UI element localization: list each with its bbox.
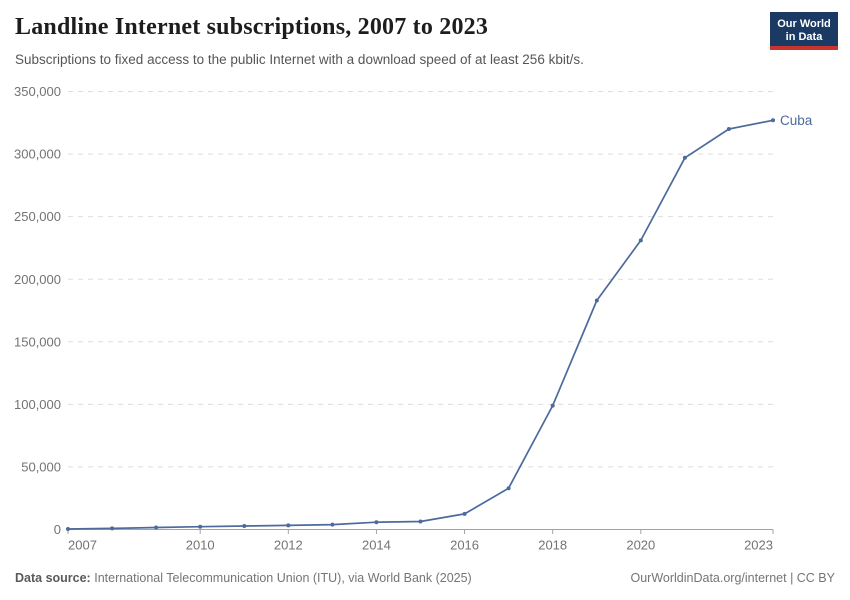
data-point-2009[interactable] — [154, 525, 159, 530]
y-tick-label: 50,000 — [21, 459, 61, 474]
x-tick-label: 2012 — [274, 538, 303, 553]
data-source-text: International Telecommunication Union (I… — [94, 571, 472, 585]
data-source-label: Data source: — [15, 571, 91, 585]
x-tick-label: 2007 — [68, 538, 97, 553]
chart-footer: Data source: International Telecommunica… — [15, 567, 835, 589]
owid-logo-line1: Our World — [777, 18, 831, 30]
series-line-cuba[interactable] — [67, 119, 774, 530]
data-point-2007[interactable] — [66, 527, 70, 531]
data-point-2020[interactable] — [638, 238, 643, 243]
data-point-2008[interactable] — [110, 526, 115, 531]
data-point-2023[interactable] — [771, 118, 775, 123]
line-chart[interactable]: 0 50,000 100,000 150,000 200,000 250,000 300,0… — [0, 0, 850, 560]
y-tick-label: 150,000 — [14, 334, 61, 349]
data-point-2012[interactable] — [286, 523, 291, 528]
data-point-2018[interactable] — [550, 403, 555, 408]
data-source: Data source: International Telecommunica… — [15, 571, 472, 585]
x-tick-label: 2016 — [450, 538, 479, 553]
y-tick-label: 300,000 — [14, 147, 61, 162]
y-tick-label: 200,000 — [14, 272, 61, 287]
data-point-2015[interactable] — [418, 519, 423, 524]
owid-logo: Our World in Data — [770, 12, 838, 50]
x-tick-label: 2023 — [744, 538, 773, 553]
y-tick-label: 100,000 — [14, 397, 61, 412]
owid-logo-accent-bar — [770, 46, 838, 50]
data-point-2013[interactable] — [330, 522, 335, 527]
chart-header: Landline Internet subscriptions, 2007 to… — [0, 0, 850, 80]
chart-subtitle: Subscriptions to fixed access to the pub… — [15, 52, 584, 67]
x-tick-label: 2014 — [362, 538, 391, 553]
y-tick-label: 250,000 — [14, 209, 61, 224]
data-point-2014[interactable] — [374, 520, 379, 525]
x-tick-label: 2018 — [538, 538, 567, 553]
y-tick-label: 0 — [54, 522, 61, 537]
x-tick-label: 2020 — [626, 538, 655, 553]
data-point-2019[interactable] — [594, 298, 599, 303]
chart-title: Landline Internet subscriptions, 2007 to… — [15, 14, 489, 40]
data-point-2016[interactable] — [462, 511, 467, 516]
footer-citation-link[interactable]: OurWorldinData.org/internet | CC BY — [630, 571, 836, 585]
data-point-2017[interactable] — [506, 486, 511, 491]
data-point-2010[interactable] — [198, 524, 203, 529]
data-point-2022[interactable] — [726, 127, 731, 131]
y-tick-label: 350,000 — [14, 84, 61, 99]
data-point-2011[interactable] — [242, 524, 247, 528]
series-label-cuba[interactable]: Cuba — [780, 113, 813, 128]
x-tick-label: 2010 — [186, 538, 215, 553]
data-point-2021[interactable] — [682, 155, 687, 160]
owid-logo-line2: in Data — [785, 31, 823, 43]
